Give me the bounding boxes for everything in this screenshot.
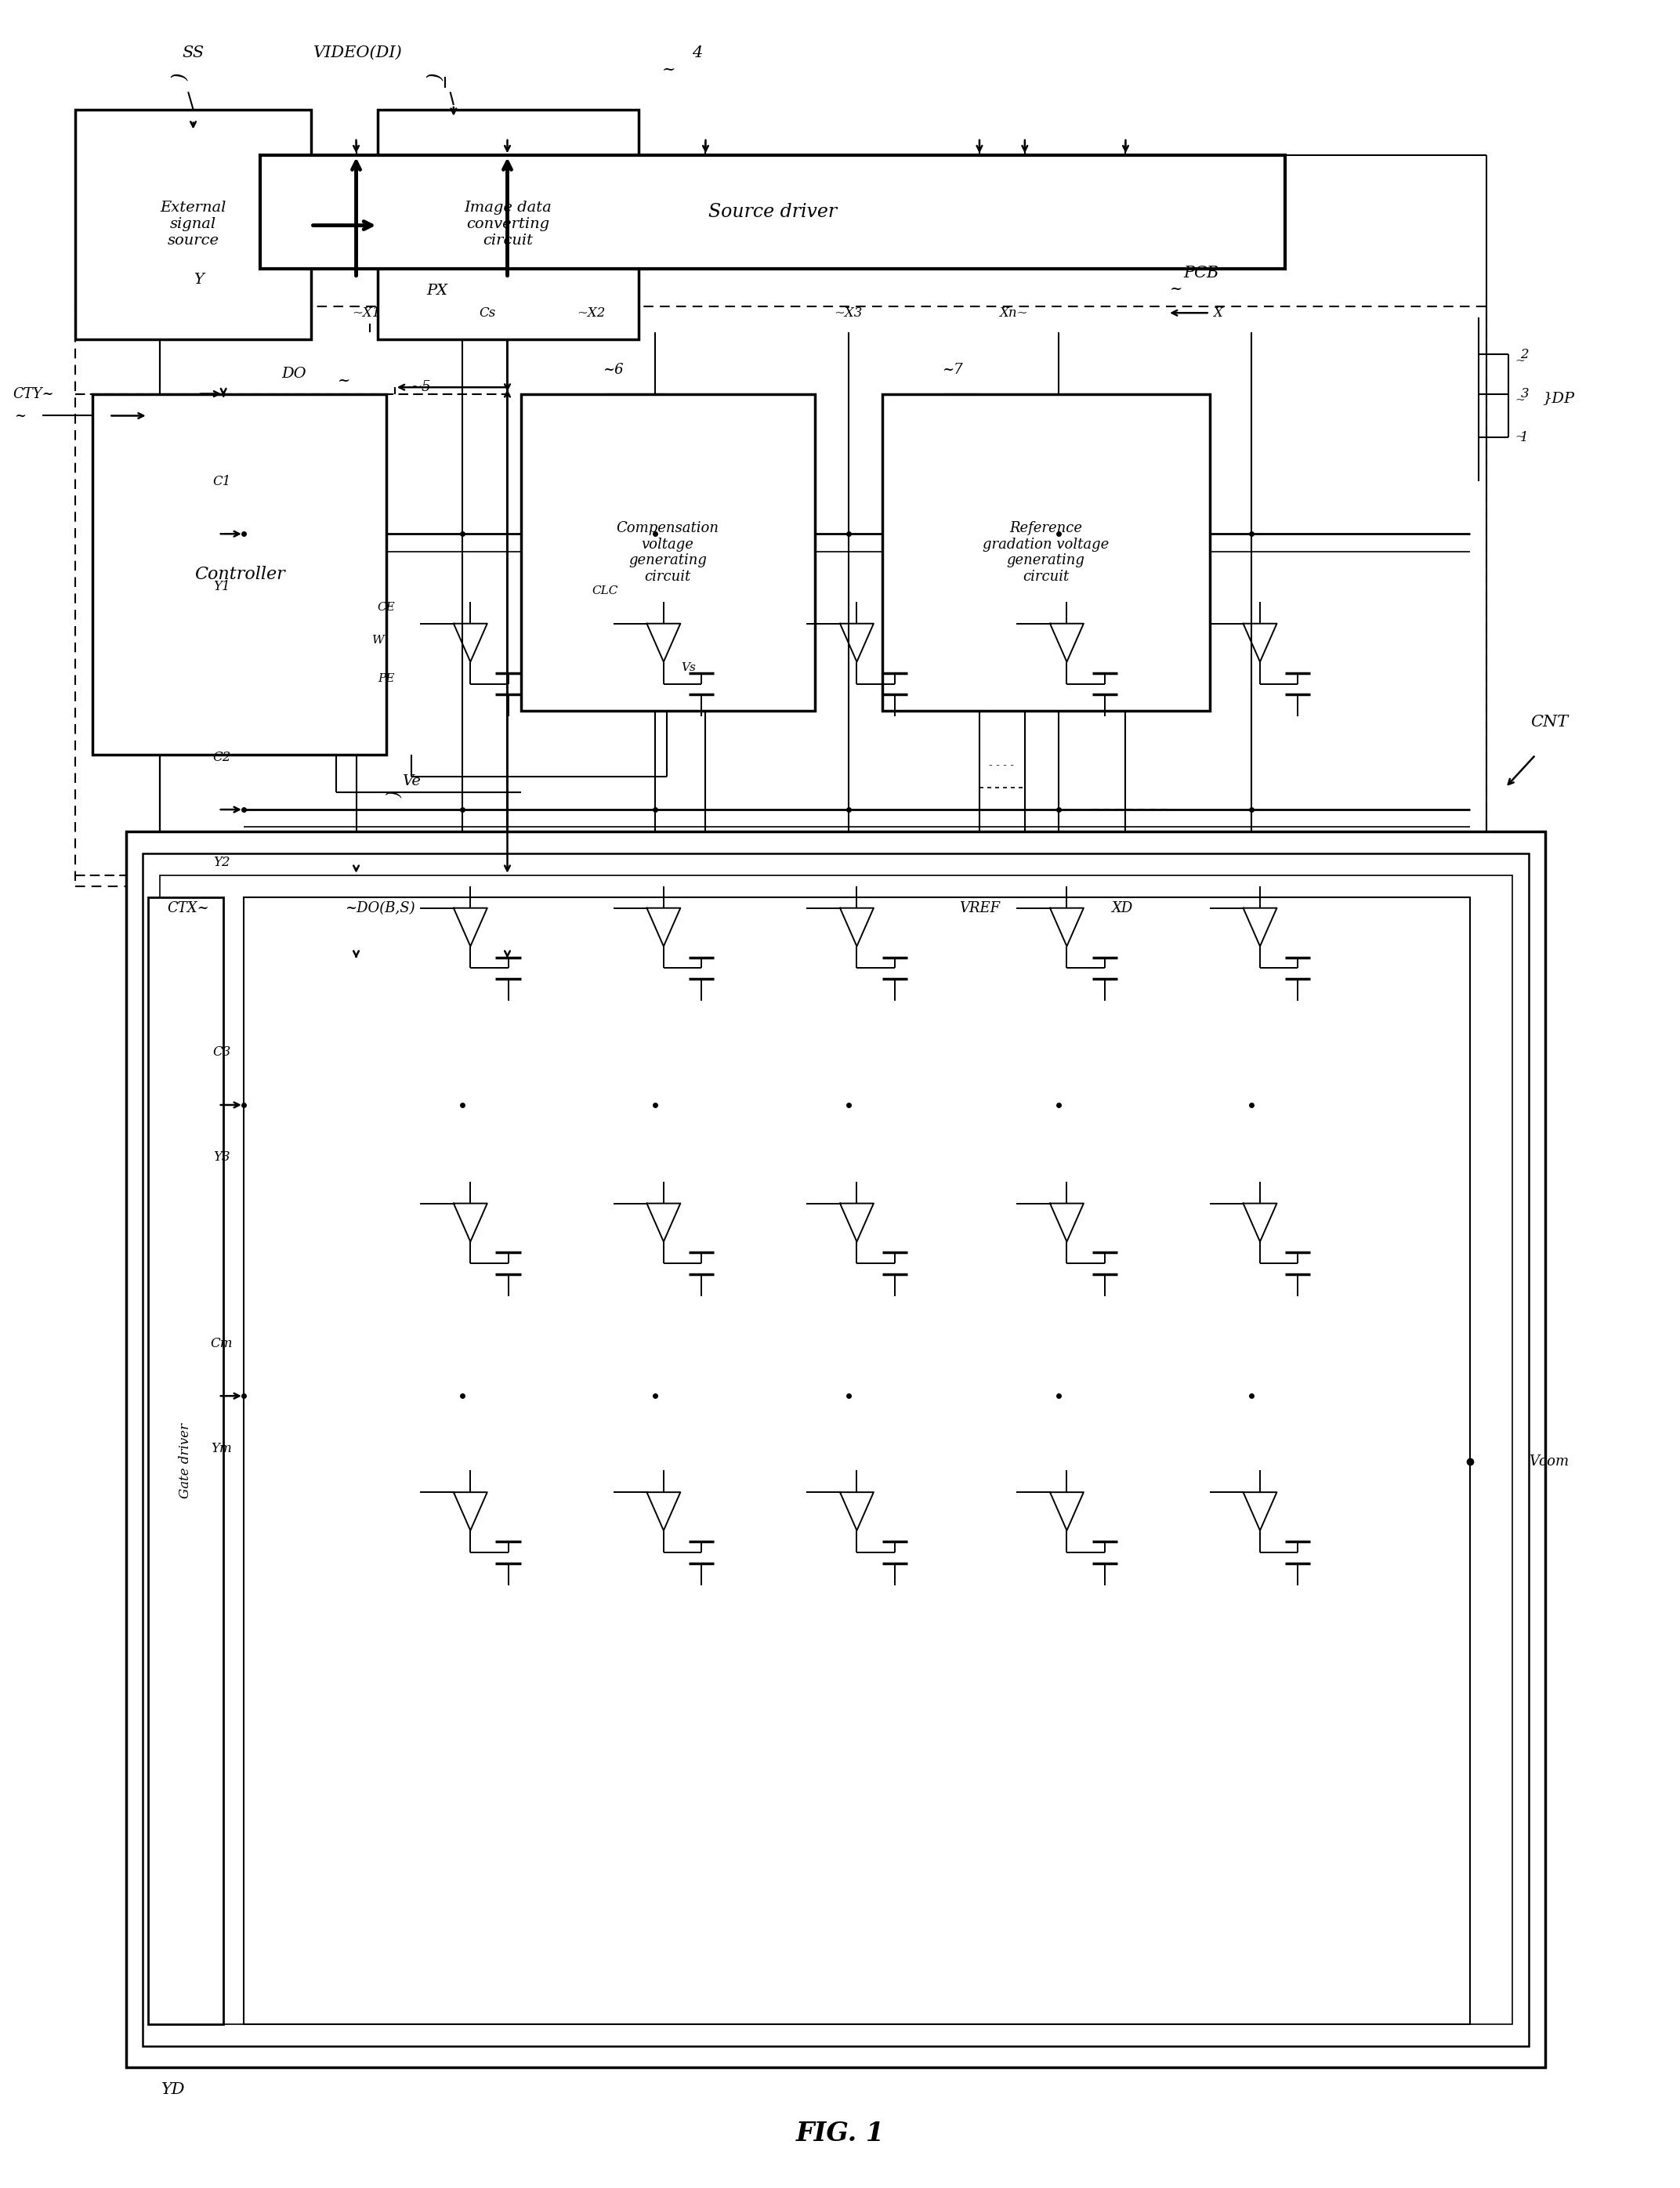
Text: C3: C3 [213, 1046, 230, 1059]
Text: DO: DO [282, 368, 306, 381]
Text: Source driver: Source driver [709, 203, 837, 221]
Text: - - - -: - - - - [990, 759, 1013, 772]
Text: Reference
gradation voltage
generating
circuit: Reference gradation voltage generating c… [983, 521, 1109, 584]
Text: SS: SS [181, 46, 205, 59]
Text: CTY~: CTY~ [13, 387, 54, 400]
Text: ~6: ~6 [603, 363, 623, 376]
Text: ): ) [173, 72, 190, 81]
Text: 3: 3 [1520, 387, 1529, 400]
Text: Y3: Y3 [213, 1151, 230, 1164]
Text: Cs: Cs [479, 306, 496, 319]
Text: Y2: Y2 [213, 856, 230, 869]
Text: ~: ~ [1515, 354, 1525, 368]
Text: CLC: CLC [591, 584, 618, 597]
Text: CE: CE [378, 602, 395, 613]
Bar [882, 394, 1210, 711]
Text: ~: ~ [1515, 394, 1525, 407]
Text: ~5: ~5 [410, 381, 430, 394]
Text: 4: 4 [692, 46, 702, 59]
Text: ~: ~ [1515, 431, 1525, 444]
Text: Y: Y [193, 274, 203, 287]
Text: Y1: Y1 [213, 580, 230, 593]
Bar [92, 394, 386, 755]
Text: VREF: VREF [959, 901, 1000, 915]
Text: Xn~: Xn~ [998, 306, 1028, 319]
Text: Vs: Vs [682, 661, 696, 674]
Text: 2: 2 [1520, 348, 1529, 361]
Text: Controller: Controller [195, 567, 284, 582]
Text: C1: C1 [213, 475, 230, 488]
Text: ~: ~ [338, 374, 351, 387]
Text: ~DO(B,S): ~DO(B,S) [344, 901, 415, 915]
Text: CNT: CNT [1530, 715, 1567, 729]
Text: External
signal
source: External signal source [160, 201, 227, 247]
Text: ~: ~ [662, 63, 675, 77]
Text: ~7: ~7 [942, 363, 963, 376]
Text: 1: 1 [1520, 431, 1529, 444]
Text: ~X3: ~X3 [835, 306, 862, 319]
Text: X: X [1213, 306, 1223, 319]
Text: ): ) [428, 72, 445, 81]
Text: Vcom: Vcom [1529, 1455, 1569, 1468]
Text: ~: ~ [1169, 282, 1183, 295]
Text: Cm: Cm [210, 1337, 234, 1350]
Text: CTX~: CTX~ [166, 901, 210, 915]
Bar [260, 155, 1285, 269]
Bar [521, 394, 815, 711]
Text: YD: YD [161, 2083, 185, 2096]
Text: Ym: Ym [212, 1442, 232, 1455]
Text: PCB: PCB [1183, 267, 1220, 280]
Text: }DP: }DP [1542, 392, 1574, 405]
Text: ): ) [386, 790, 403, 799]
Bar [244, 897, 1470, 2024]
Text: FIG. 1: FIG. 1 [796, 2120, 884, 2146]
Bar [143, 853, 1529, 2046]
Text: Compensation
voltage
generating
circuit: Compensation voltage generating circuit [617, 521, 719, 584]
Text: Image data
converting
circuit: Image data converting circuit [464, 201, 553, 247]
Text: W: W [371, 635, 385, 645]
Text: ~: ~ [13, 409, 27, 422]
Text: Ve: Ve [402, 775, 422, 788]
Bar [378, 109, 638, 339]
Text: ~X1: ~X1 [353, 306, 380, 319]
Text: Gate driver: Gate driver [180, 1422, 192, 1499]
Bar [126, 831, 1546, 2068]
Text: PE: PE [378, 672, 395, 685]
Bar [76, 306, 1487, 886]
Text: ~X2: ~X2 [578, 306, 605, 319]
Bar [148, 897, 223, 2024]
Bar [160, 875, 1512, 2024]
Bar [76, 109, 311, 339]
Text: VIDEO(DI): VIDEO(DI) [312, 46, 403, 59]
Text: C2: C2 [213, 750, 230, 764]
Text: XD: XD [1112, 901, 1132, 915]
Text: PX: PX [427, 284, 447, 298]
